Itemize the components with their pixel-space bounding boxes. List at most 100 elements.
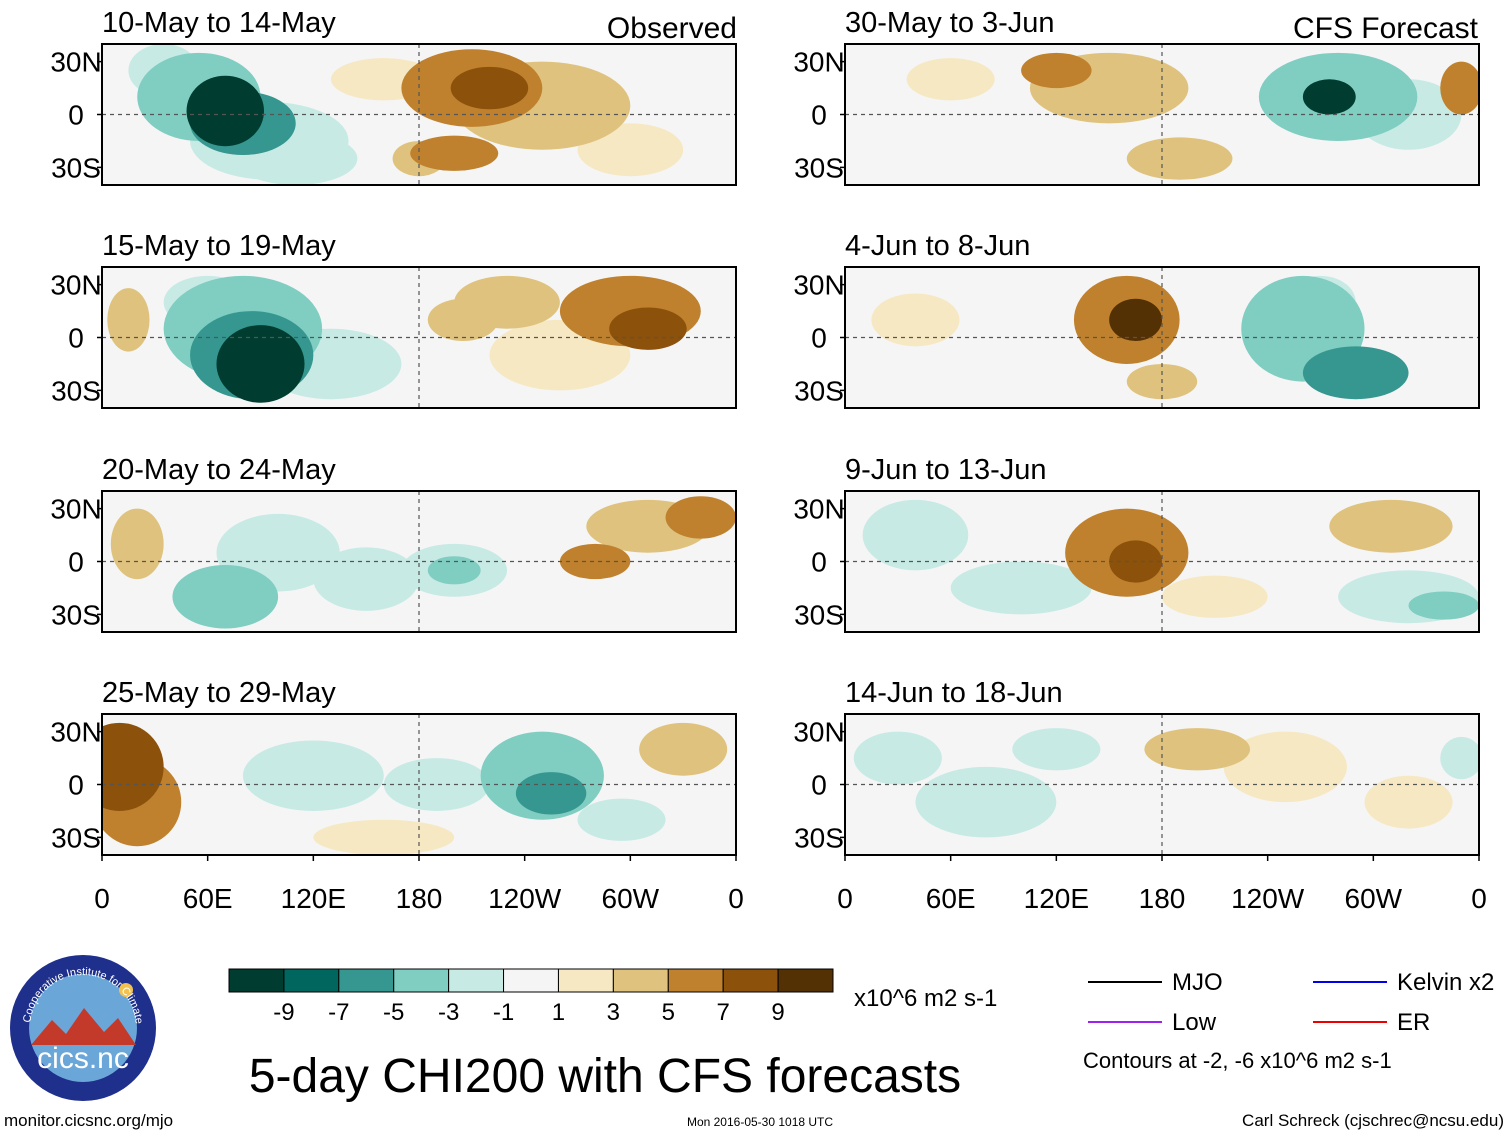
colorbar-label: 5	[662, 999, 675, 1026]
panel-date-label: 25-May to 29-May	[102, 677, 336, 709]
anomaly-blob	[950, 561, 1092, 615]
anomaly-blob	[1012, 728, 1101, 771]
lat-tick-label: 30N	[50, 494, 101, 525]
anomaly-blob	[1109, 298, 1163, 342]
colorbar-swatch	[503, 968, 559, 993]
lat-tick-label: 30N	[50, 717, 101, 748]
anomaly-blob	[107, 288, 150, 352]
anomaly-shading	[906, 52, 1479, 180]
column-title-forecast: CFS Forecast	[1293, 12, 1479, 45]
anomaly-blob	[559, 543, 631, 580]
colorbar-swatch	[393, 968, 450, 993]
colorbar-label: -5	[383, 999, 404, 1026]
legend-label: MJO	[1172, 969, 1223, 996]
lat-tick-label: 30N	[793, 270, 844, 301]
anomaly-blob	[1021, 52, 1092, 89]
anomaly-blob	[577, 798, 666, 841]
anomaly-blob	[1364, 775, 1453, 829]
lat-tick-label: 30N	[793, 47, 844, 78]
logo-mountains	[31, 1008, 136, 1045]
anomaly-blob	[102, 722, 164, 811]
anomaly-shading	[871, 275, 1409, 400]
lon-tick-label: 0	[837, 883, 853, 914]
colorbar-swatch	[283, 968, 340, 993]
lon-tick-label: 120E	[281, 883, 346, 914]
lat-tick-label: 30S	[794, 599, 844, 630]
anomaly-blob	[172, 565, 279, 629]
anomaly-blob	[1440, 61, 1479, 115]
colorbar-label: -3	[438, 999, 459, 1026]
anomaly-blob	[1329, 499, 1453, 553]
anomaly-shading	[862, 499, 1479, 624]
contour-note: Contours at -2, -6 x10^6 m2 s-1	[1083, 1048, 1392, 1073]
lon-tick-label: 0	[94, 883, 110, 914]
legend-label: ER	[1397, 1009, 1430, 1036]
anomaly-blob	[242, 740, 384, 811]
anomaly-blob	[427, 556, 481, 585]
lon-tick-label: 0	[1471, 883, 1487, 914]
lon-tick-label: 60E	[926, 883, 976, 914]
lat-tick-label: 30S	[794, 152, 844, 183]
anomaly-blob	[427, 298, 499, 342]
anomaly-blob	[110, 508, 164, 580]
anomaly-blob	[186, 75, 265, 147]
lat-tick-label: 0	[811, 100, 827, 131]
logo-text: cics.nc	[37, 1042, 129, 1075]
anomaly-blob	[216, 325, 305, 403]
colorbar-label: -1	[493, 999, 514, 1026]
anomaly-blob	[609, 307, 687, 350]
footer-timestamp: Mon 2016-05-30 1018 UTC	[687, 1115, 833, 1129]
anomaly-blob	[1302, 79, 1356, 115]
anomaly-shading	[107, 275, 701, 403]
colorbar-swatch	[667, 968, 724, 993]
colorbar-label: 3	[607, 999, 620, 1026]
panel-date-label: 10-May to 14-May	[102, 7, 336, 39]
colorbar-swatch	[612, 968, 669, 993]
anomaly-blob	[871, 293, 960, 347]
lat-tick-label: 30S	[51, 822, 101, 853]
legend-label: Kelvin x2	[1397, 969, 1494, 996]
anomaly-blob	[665, 496, 736, 539]
colorbar-label: 9	[771, 999, 784, 1026]
anomaly-blob	[639, 722, 728, 776]
colorbar-label: -9	[273, 999, 294, 1026]
panel-date-label: 4-Jun to 8-Jun	[845, 230, 1030, 262]
lon-tick-label: 120E	[1024, 883, 1089, 914]
anomaly-blob	[853, 731, 942, 785]
colorbar-swatch	[228, 968, 285, 993]
lat-tick-label: 30S	[794, 822, 844, 853]
lon-tick-label: 60W	[1345, 883, 1403, 914]
panel-date-label: 30-May to 3-Jun	[845, 7, 1055, 39]
figure-title: 5-day CHI200 with CFS forecasts	[249, 1050, 961, 1103]
anomaly-blob	[1302, 346, 1409, 400]
anomaly-blob	[1162, 575, 1268, 618]
anomaly-blob	[1408, 591, 1479, 620]
lat-tick-label: 30S	[51, 599, 101, 630]
lat-tick-label: 30S	[794, 375, 844, 406]
anomaly-blob	[915, 766, 1057, 838]
lon-tick-label: 60W	[602, 883, 660, 914]
lon-tick-label: 180	[396, 883, 443, 914]
anomaly-shading	[110, 496, 736, 629]
lat-tick-label: 30S	[51, 375, 101, 406]
lon-tick-label: 180	[1139, 883, 1186, 914]
anomaly-shading	[128, 44, 684, 185]
colorbar-swatch	[722, 968, 779, 993]
lon-tick-label: 120W	[488, 883, 562, 914]
lat-tick-label: 30S	[51, 152, 101, 183]
lat-tick-label: 0	[68, 100, 84, 131]
lon-tick-label: 0	[728, 883, 744, 914]
colorbar-label: 7	[717, 999, 730, 1026]
anomaly-blob	[313, 547, 419, 611]
lat-tick-label: 30N	[50, 270, 101, 301]
lat-tick-label: 0	[68, 770, 84, 801]
footer-author: Carl Schreck (cjschrec@ncsu.edu)	[1242, 1111, 1504, 1130]
